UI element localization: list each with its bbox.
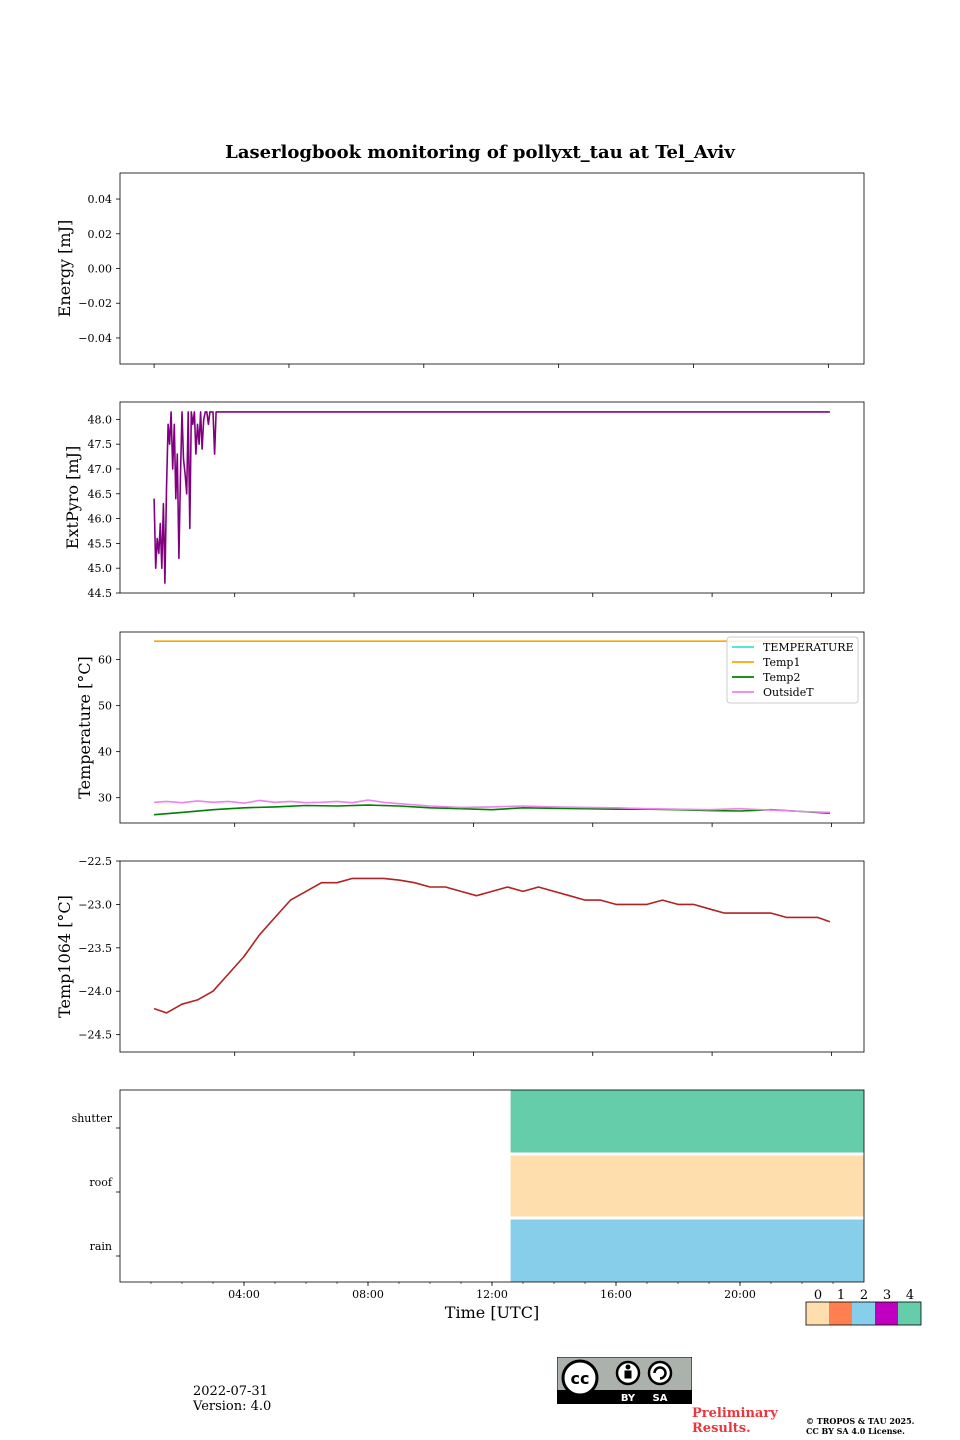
- temperature-ylabel: Temperature [°C]: [75, 656, 94, 799]
- temp1064-panel: −22.5 −23.0 −23.5 −24.0 −24.5 Temp1064 [°C]: [55, 855, 865, 1056]
- temp1064-ytick-label: −24.0: [78, 985, 112, 998]
- extpyro-series-ExtPyro: [153, 411, 830, 584]
- temperature-ytick-label: 60: [98, 654, 112, 667]
- status-segment-rain: [510, 1219, 864, 1282]
- copyright-note: © TROPOS & TAU 2025. CC BY SA 4.0 Licens…: [806, 1416, 915, 1436]
- colorbar-swatch-0: [806, 1302, 829, 1325]
- status-xtick-label: 16:00: [600, 1288, 632, 1301]
- energy-axes-frame: [119, 172, 865, 365]
- legend-label-OutsideT: OutsideT: [763, 686, 814, 699]
- colorbar-swatch-3: [875, 1302, 898, 1325]
- temperature-series-Temp2: [154, 804, 830, 816]
- energy-ytick-label: 0.02: [88, 228, 113, 241]
- status-row-label-shutter: shutter: [72, 1112, 113, 1125]
- by-text: BY: [621, 1393, 636, 1404]
- colorbar-swatch-4: [898, 1302, 921, 1325]
- colorbar-swatch-2: [852, 1302, 875, 1325]
- extpyro-axes-frame: [119, 401, 865, 594]
- legend-box: [726, 636, 859, 704]
- temp1064-ytick-label: −22.5: [78, 855, 112, 868]
- extpyro-ytick-label: 47.0: [88, 463, 113, 476]
- colorbar-frame: [805, 1301, 922, 1326]
- status-row-label-roof: roof: [89, 1176, 113, 1189]
- cc-icon: [561, 1359, 599, 1397]
- version-label: Version: 4.0: [193, 1399, 272, 1414]
- energy-ytick-label: −0.02: [78, 297, 112, 310]
- cc-license-badge: cc BY SA: [557, 1357, 692, 1404]
- temp1064-ytick-label: −24.5: [78, 1029, 112, 1042]
- temperature-ytick-label: 50: [98, 700, 112, 713]
- extpyro-ytick-label: 47.5: [88, 438, 113, 451]
- energy-panel: 0.04 0.02 0.00 −0.02 −0.04 Energy [mJ]: [55, 172, 865, 368]
- colorbar-label: 3: [883, 1288, 891, 1303]
- temp1064-ytick-label: −23.5: [78, 942, 112, 955]
- colorbar-label: 4: [906, 1288, 914, 1303]
- energy-ytick-label: −0.04: [78, 332, 112, 345]
- extpyro-ytick-label: 46.5: [88, 488, 113, 501]
- date-label: 2022-07-31: [193, 1384, 268, 1399]
- legend-label-TEMPERATURE: TEMPERATURE: [763, 641, 854, 654]
- temp1064-axes-frame: [119, 860, 865, 1053]
- temperature-ytick-label: 30: [98, 792, 112, 805]
- status-xtick-label: 20:00: [724, 1288, 756, 1301]
- temperature-panel: 60 50 40 30 Temperature [°C] TEMPERATURE Temp1…: [75, 631, 865, 827]
- energy-ytick-label: 0.04: [88, 193, 113, 206]
- status-xtick-label: 08:00: [352, 1288, 384, 1301]
- legend-label-Temp1: Temp1: [763, 656, 800, 669]
- temp1064-ylabel: Temp1064 [°C]: [55, 895, 74, 1018]
- energy-ylabel: Energy [mJ]: [55, 220, 74, 318]
- svg-text:cc: cc: [571, 1369, 590, 1388]
- extpyro-panel: 48.0 47.5 47.0 46.5 46.0 45.5 45.0 44.5 ExtPyro …: [63, 401, 865, 600]
- status-xtick-label: 04:00: [228, 1288, 260, 1301]
- preliminary-note: Preliminary Results.: [692, 1406, 778, 1436]
- temp1064-series-Temp1064: [153, 877, 831, 1014]
- status-segment-roof: [510, 1155, 864, 1217]
- footer-info: 2022-07-31 Version: 4.0: [193, 1384, 271, 1414]
- extpyro-ytick-label: 45.0: [88, 562, 113, 575]
- extpyro-ytick-label: 46.0: [88, 513, 113, 526]
- colorbar-label: 2: [860, 1288, 868, 1303]
- xaxis-label: Time [UTC]: [445, 1303, 539, 1322]
- status-row-label-rain: rain: [90, 1240, 112, 1253]
- colorbar-swatch-1: [829, 1302, 852, 1325]
- colorbar-label: 1: [837, 1288, 845, 1303]
- sa-icon: [647, 1360, 673, 1386]
- status-panel: shutter roof rain 04:00 08:00 12:00 16:00 20:00…: [72, 1089, 865, 1322]
- temperature-series-OutsideT: [154, 799, 830, 814]
- energy-ytick-label: 0.00: [88, 263, 113, 276]
- chart-title: Laserlogbook monitoring of pollyxt_tau a…: [225, 142, 735, 163]
- extpyro-ytick-label: 44.5: [88, 587, 113, 600]
- legend-label-Temp2: Temp2: [763, 671, 800, 684]
- colorbar-label: 0: [814, 1288, 822, 1303]
- sa-text: SA: [653, 1393, 668, 1404]
- temp1064-ytick-label: −23.0: [78, 898, 112, 911]
- status-xtick-label: 12:00: [476, 1288, 508, 1301]
- status-segment-shutter: [510, 1090, 864, 1153]
- extpyro-ytick-label: 48.0: [88, 413, 113, 426]
- extpyro-ytick-label: 45.5: [88, 537, 113, 550]
- temperature-ytick-label: 40: [98, 746, 112, 759]
- extpyro-ylabel: ExtPyro [mJ]: [63, 446, 82, 549]
